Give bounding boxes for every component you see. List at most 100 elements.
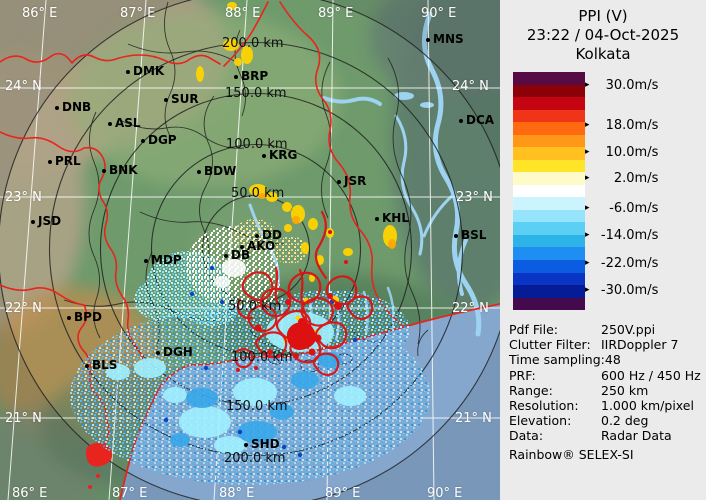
metadata-row: Elevation: 0.2 deg [509,413,703,428]
station-dot [255,234,259,238]
range-ring-label: 100.0 km [231,350,293,365]
color-scale-band [513,97,585,110]
station-label: SUR [171,92,199,106]
tick-arrow-icon: ▸ [585,80,590,90]
station-dot [108,122,112,126]
info-panel: PPI (V) 23:22 / 04-Oct-2025 Kolkata ▸ 30.… [500,0,706,500]
grid-label: 23° N [5,190,42,205]
station-dot [55,106,59,110]
metadata-label: Time sampling:48 [509,352,621,368]
tick-arrow-icon: ▸ [585,173,590,183]
grid-label: 86° E [22,6,58,21]
metadata-value: IIRDoppler 7 [601,337,679,353]
tick-arrow-icon: ▸ [585,203,590,213]
station-label: MDP [151,253,182,267]
tick-value: 30.0 [605,77,635,93]
tick-arrow-icon: ▸ [585,120,590,130]
station-label: BSL [461,228,487,242]
grid-label: 21° N [5,411,42,426]
station-dot [375,217,379,221]
tick-arrow-icon: ▸ [585,285,590,295]
out-of-range-dim [0,0,500,500]
station-label: ASL [115,116,141,130]
color-scale-tick: ▸ 30.0 m/s [585,77,701,93]
color-scale-band [513,209,585,223]
grid-label: 22° N [452,301,489,316]
metadata-value: Radar Data [601,428,672,444]
station-dot [224,254,228,258]
metadata-row: Pdf File: 250V.ppi [509,322,703,337]
color-scale-band [513,222,585,235]
tick-value: 10.0 [605,144,635,160]
station-label: DGH [163,345,193,359]
tick-unit: m/s [634,77,659,93]
color-scale-band [513,72,585,85]
station-dot [85,364,89,368]
color-scale-band [513,247,585,260]
station-dot [240,245,244,249]
station-dot [156,351,160,355]
radar-map-art [0,0,500,500]
color-scale-tick: ▸ -30.0 m/s [585,282,701,298]
tick-unit: m/s [634,200,659,216]
metadata-label: Resolution: [509,398,579,414]
station-label: BPD [74,310,102,324]
grid-label: 90° E [421,6,457,21]
station-label: JSR [344,174,367,188]
tick-arrow-icon: ▸ [585,258,590,268]
color-scale-band [513,259,585,273]
metadata-label: Pdf File: [509,322,558,337]
color-scale-band [513,147,585,160]
grid-label: 24° N [5,79,42,94]
tick-arrow-icon: ▸ [585,147,590,157]
tick-unit: m/s [634,227,659,243]
grid-label: 87° E [112,486,148,500]
metadata-value: 600 Hz / 450 Hz [601,367,701,383]
radar-map: 86° E 87° E 88° E 89° E 90° E 86° E 87° E 88° E… [0,0,500,500]
station-dot [67,316,71,320]
color-scale-band [513,172,585,185]
station-dot [197,170,201,174]
color-scale-band [513,272,585,286]
grid-label: 87° E [120,6,156,21]
product-title: PPI (V) [578,7,628,25]
color-scale-band [513,285,585,298]
station-label: DB [231,248,251,262]
radar-station-name: Kolkata [575,45,631,63]
tick-unit: m/s [634,282,659,298]
station-dot [102,169,106,173]
tick-arrow-icon: ▸ [585,230,590,240]
station-label: JSD [38,214,62,228]
grid-label: 89° E [325,486,361,500]
metadata-row: Resolution: 1.000 km/pixel [509,398,703,413]
station-label: DD [262,228,282,242]
color-scale-band [513,297,585,311]
metadata-row: Clutter Filter: IIRDoppler 7 [509,337,703,352]
metadata-label: Data: [509,428,544,444]
metadata-value: 250 km [601,382,649,398]
station-label: KRG [269,148,298,162]
range-ring-label: 150.0 km [226,399,288,414]
range-ring-label: 50.0 km [228,299,282,314]
metadata-row: Time sampling:48 [509,352,703,367]
tick-unit: m/s [634,144,659,160]
metadata-label: Clutter Filter: [509,337,591,353]
color-scale-band [513,109,585,123]
color-scale-band [513,134,585,148]
software-brand: Rainbow® SELEX-SI [509,447,634,462]
metadata-label: PRF: [509,367,536,383]
station-label: BDW [204,164,237,178]
station-dot [164,98,168,102]
tick-value: 2.0 [613,170,635,186]
metadata-row: PRF: 600 Hz / 450 Hz [509,368,703,383]
tick-value: -6.0 [609,200,635,216]
color-scale-tick: ▸ 10.0 m/s [585,144,701,160]
color-scale-band [513,84,585,98]
grid-label: 88° E [219,486,255,500]
grid-label: 21° N [455,411,492,426]
tick-value: -14.0 [600,227,635,243]
tick-unit: m/s [634,117,659,133]
range-ring-label: 100.0 km [226,137,288,152]
color-scale-band [513,184,585,198]
